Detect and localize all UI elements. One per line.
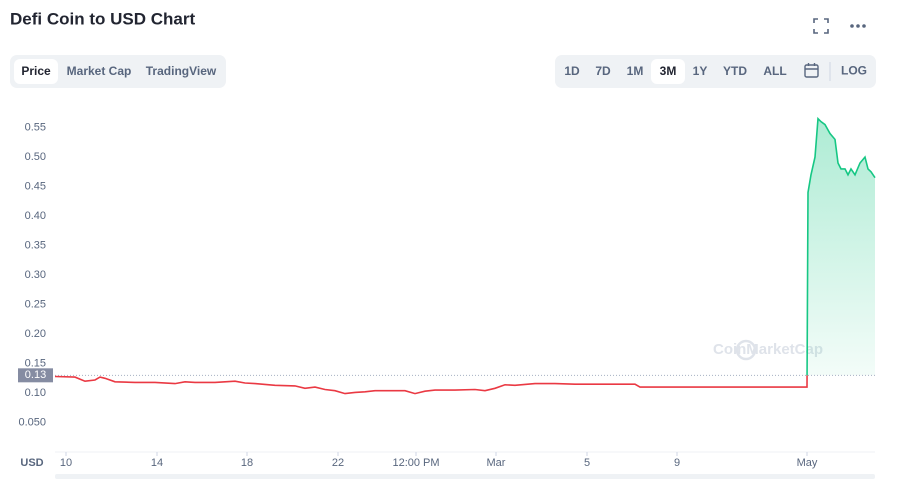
price-line-down	[54, 375, 808, 395]
range-button[interactable]: 1Y	[693, 64, 708, 78]
baseline-label: 0.13	[25, 369, 46, 381]
tab-selected	[14, 59, 58, 84]
currency-label: USD	[20, 457, 43, 469]
y-tick-label: 0.35	[25, 239, 46, 251]
range-button[interactable]: YTD	[723, 64, 747, 78]
x-tick-label: 12:00 PM	[392, 457, 439, 469]
x-tick-label: 22	[332, 457, 344, 469]
y-tick-label: 0.25	[25, 298, 46, 310]
x-tick-label: 5	[584, 457, 590, 469]
y-tick-label: 0.40	[25, 210, 46, 222]
baseline-label-box	[18, 368, 53, 383]
tab[interactable]: Price	[21, 64, 51, 78]
y-tick-label: 0.050	[18, 416, 46, 428]
watermark: CoinMarketCap	[713, 341, 823, 358]
tab[interactable]: Market Cap	[67, 64, 132, 78]
y-tick-label: 0.30	[25, 269, 46, 281]
x-tick-label: Mar	[487, 457, 506, 469]
y-tick-label: 0.10	[25, 387, 46, 399]
x-tick-label: 14	[151, 457, 163, 469]
x-tick-label: 10	[60, 457, 72, 469]
y-tick-label: 0.45	[25, 180, 46, 192]
scrollbar[interactable]	[55, 474, 875, 479]
y-tick-label: 0.20	[25, 328, 46, 340]
chart-title: Defi Coin to USD Chart	[10, 9, 195, 28]
range-selected	[651, 59, 685, 84]
range-button[interactable]: 1D	[564, 64, 580, 78]
log-button[interactable]: LOG	[841, 64, 867, 78]
fullscreen-icon[interactable]	[813, 18, 829, 34]
watermark-logo	[735, 339, 757, 361]
y-tick-label: 0.50	[25, 151, 46, 163]
range-button[interactable]: 3M	[660, 64, 677, 78]
range-button[interactable]: 7D	[595, 64, 611, 78]
x-tick-label: 9	[674, 457, 680, 469]
range-button[interactable]: ALL	[763, 64, 786, 78]
x-tick-label: 18	[241, 457, 253, 469]
more-icon[interactable]	[850, 24, 866, 28]
price-line-up	[806, 116, 876, 376]
tab[interactable]: TradingView	[146, 64, 217, 78]
range-button[interactable]: 1M	[627, 64, 644, 78]
y-tick-label: 0.15	[25, 357, 46, 369]
calendar-icon[interactable]	[804, 63, 819, 78]
tab-group	[10, 55, 226, 88]
x-tick-label: May	[797, 457, 818, 469]
y-tick-label: 0.55	[25, 121, 46, 133]
range-group	[555, 55, 876, 88]
